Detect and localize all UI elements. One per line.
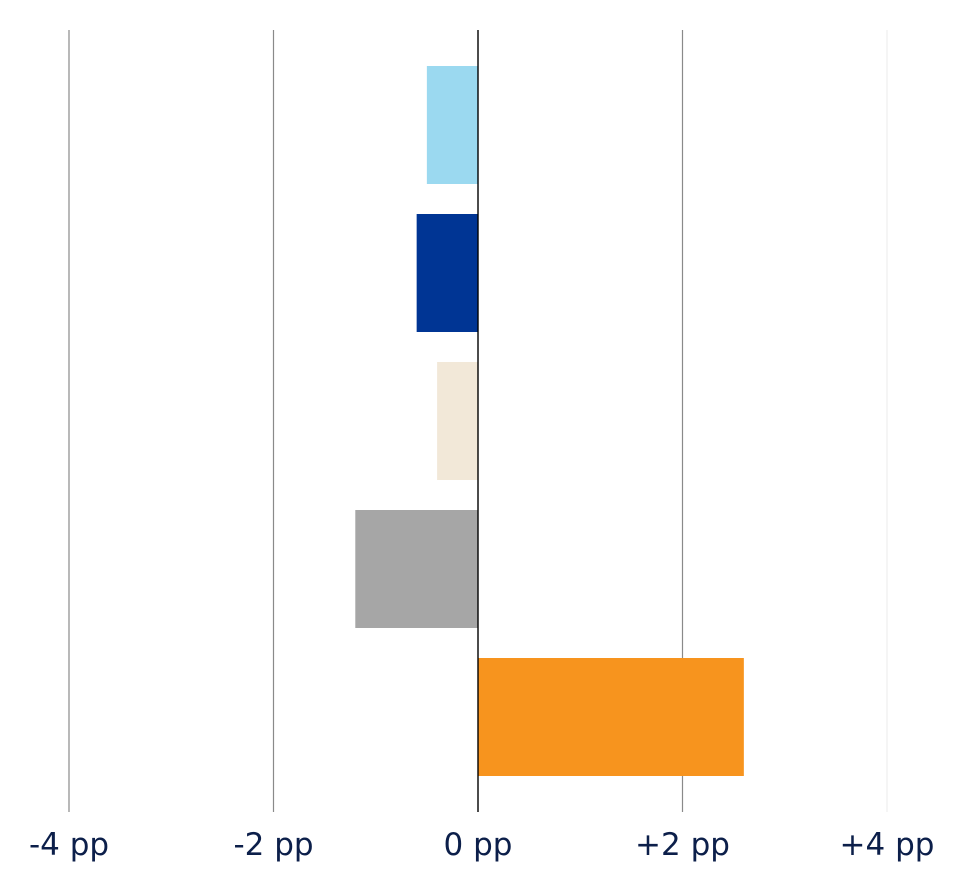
grid-lines xyxy=(68,30,888,812)
bars xyxy=(355,66,744,776)
x-tick-label: 0 pp xyxy=(444,827,513,863)
bar xyxy=(437,362,478,480)
x-tick-label: +2 pp xyxy=(635,827,730,863)
x-tick-label: -2 pp xyxy=(233,827,313,863)
bar xyxy=(478,658,744,776)
bar xyxy=(426,66,478,184)
x-tick-labels: -4 pp -2 pp 0 pp +2 pp +4 pp xyxy=(29,827,935,863)
x-tick-label: -4 pp xyxy=(29,827,109,863)
x-tick-label: +4 pp xyxy=(840,827,935,863)
bar xyxy=(416,214,478,332)
bar xyxy=(355,510,478,628)
